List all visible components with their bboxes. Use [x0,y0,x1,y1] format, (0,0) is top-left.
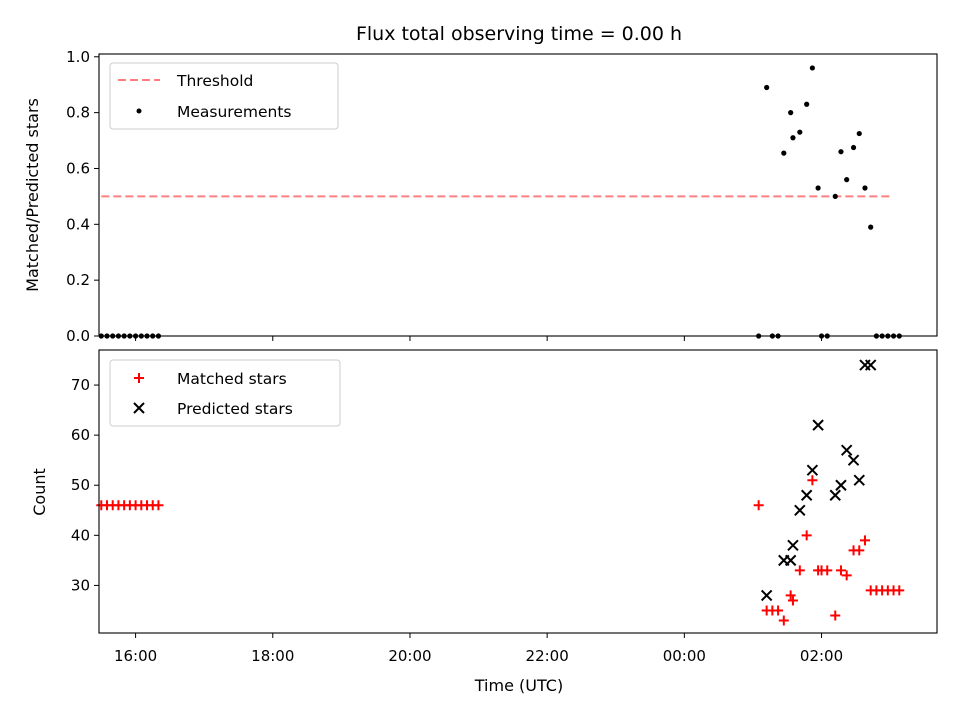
xtick-label: 22:00 [526,647,569,665]
predicted-star-point [787,539,799,552]
predicted-star-point [829,489,841,501]
top-ytick-label: 0.4 [66,215,90,233]
measurement-point [862,185,868,191]
measurement-point [856,130,862,137]
predicted-star-point [794,504,806,516]
matched-star-point [794,565,805,576]
predicted-star-point [784,554,797,567]
matched-star-point [894,585,905,596]
xtick-label: 16:00 [114,647,157,665]
predicted-star-point [812,419,824,431]
matched-star-point [778,615,789,626]
measurement-point [815,185,821,191]
top-legend-box [109,62,339,130]
top-ytick-label: 0.0 [66,327,90,345]
predicted-star-point [840,444,853,456]
measurement-point [781,150,787,156]
x-axis-label: Time (UTC) [474,676,563,695]
measurement-point [790,135,796,141]
top-ytick-label: 1.0 [66,48,90,66]
bottom-ytick-label: 30 [71,576,90,594]
measurement-point [804,101,810,107]
top-ytick-label: 0.8 [66,104,90,122]
bottom-plot-frame [98,349,938,634]
measurement-point [788,110,794,116]
matched-star-point [822,565,833,576]
matched-star-point [773,605,784,616]
matched-star-point [835,565,846,576]
measurement-point [844,177,850,183]
bottom-ytick-label: 50 [71,476,90,494]
bottom-ytick-label: 60 [71,426,90,444]
measurement-point [850,144,857,151]
measurement-point [809,65,815,71]
measurement-point [832,193,838,199]
predicted-star-point [760,589,773,602]
top-plot: 0.0 0.2 0.4 0.6 0.8 1.0 Matched/Predicted sta… [23,48,938,345]
bottom-plot: 30 40 50 60 70 16:00 18:00 20:00 22:00 00:00 02:0… [30,349,938,695]
legend-matched-label: Matched stars [177,370,287,388]
xtick-label: 20:00 [388,647,431,665]
top-ytick-label: 0.2 [66,271,90,289]
measurement-point [838,149,844,155]
matched-star-point [859,535,870,546]
predicted-star-point [853,474,865,486]
predicted-star-point [800,489,813,501]
matched-star-point [801,530,812,541]
predicted-star-point [864,359,877,371]
matched-star-point [787,595,798,606]
predicted-star-point [847,454,860,466]
bottom-ytick-label: 40 [71,526,90,544]
predicted-star-point [835,479,847,491]
legend-predicted-label: Predicted stars [177,400,293,418]
matched-star-point [153,500,164,511]
figure-title: Flux total observing time = 0.00 h [356,23,682,45]
top-plot-frame [98,53,938,337]
matched-star-point [854,545,865,556]
matched-star-point [830,610,841,621]
xtick-label: 18:00 [251,647,294,665]
matched-star-point [753,500,764,511]
top-legend: Threshold Measurements [109,62,339,130]
bottom-y-axis-label: Count [30,468,49,516]
predicted-star-point [806,464,819,476]
matched-star-point [841,570,852,581]
bottom-legend-box [109,359,341,427]
matched-star-point [807,475,818,486]
legend-measurements-label: Measurements [177,103,292,121]
legend-predicted-swatch [133,402,145,414]
xtick-label: 00:00 [663,647,706,665]
legend-threshold-label: Threshold [176,72,253,90]
bottom-legend: Matched stars Predicted stars [109,359,341,427]
legend-matched-swatch [134,373,144,383]
matched-star-point [785,590,796,601]
legend-measurements-swatch [136,108,142,114]
xtick-label: 02:00 [800,647,843,665]
bottom-ytick-label: 70 [71,376,90,394]
measurement-point [797,129,803,135]
top-ytick-label: 0.6 [66,159,90,177]
top-y-axis-label: Matched/Predicted stars [23,98,42,292]
measurement-point [868,224,874,230]
measurement-point [764,84,770,91]
